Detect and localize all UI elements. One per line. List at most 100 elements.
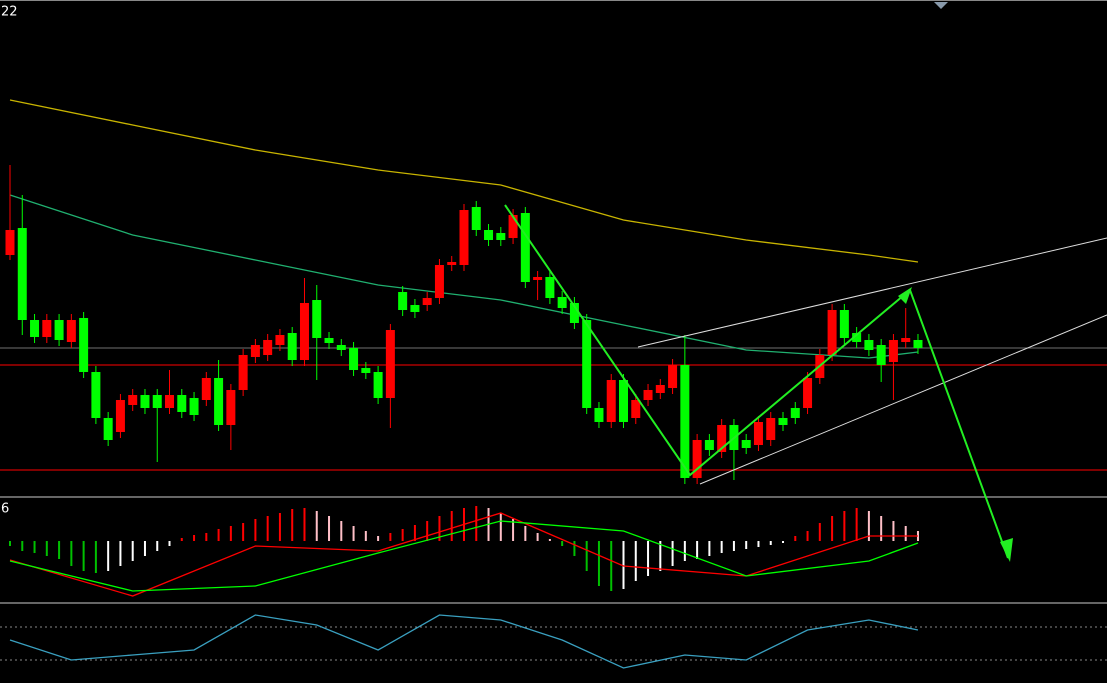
indicator-line	[9, 194, 919, 359]
candle-body	[778, 418, 788, 425]
candle-body	[177, 395, 187, 412]
histogram-bar	[610, 541, 613, 591]
histogram-bar	[450, 511, 453, 541]
candle-body	[42, 320, 52, 337]
histogram-bar	[229, 526, 232, 541]
candle-body	[655, 385, 665, 393]
histogram-bar	[536, 533, 539, 541]
histogram-bar	[708, 541, 711, 556]
candle-body	[410, 305, 420, 312]
candle-body	[189, 398, 199, 415]
histogram-bar	[732, 541, 735, 551]
histogram-bar	[328, 516, 331, 541]
candle-body	[901, 338, 911, 342]
histogram-bar	[634, 541, 637, 581]
histogram-bar	[254, 519, 257, 541]
candle-body	[238, 355, 248, 390]
histogram-bar	[340, 521, 343, 541]
histogram-bar	[107, 541, 110, 571]
indicator-line	[9, 99, 919, 263]
histogram-bar	[745, 541, 748, 549]
indicator-line	[9, 520, 919, 592]
histogram-bar	[58, 541, 61, 559]
candle-body	[54, 320, 64, 340]
candle-body	[324, 338, 334, 343]
histogram-bar	[193, 535, 196, 541]
candle-body	[766, 418, 776, 440]
candle-body	[287, 333, 297, 360]
histogram-bar	[242, 523, 245, 541]
histogram-bar	[389, 533, 392, 541]
histogram-bar	[168, 541, 171, 546]
plot	[0, 99, 1107, 669]
candle-body	[803, 378, 813, 408]
candle-body	[226, 390, 236, 425]
indicator-line	[9, 512, 918, 597]
histogram-bar	[769, 541, 772, 545]
candle-body	[299, 303, 309, 360]
histogram-bar	[413, 525, 416, 541]
histogram-bar	[119, 541, 122, 566]
histogram-bar	[561, 541, 564, 546]
histogram-bar	[156, 541, 159, 551]
histogram-bar	[647, 541, 650, 576]
candle-body	[717, 425, 727, 452]
shift-marker	[934, 2, 948, 9]
histogram-bar	[671, 541, 674, 566]
candle-body	[336, 345, 346, 350]
candle-body	[17, 228, 27, 320]
candle-body	[263, 340, 273, 355]
candle-body	[30, 320, 40, 337]
histogram-bar	[806, 531, 809, 541]
candle-body	[471, 207, 481, 230]
histogram-bar	[426, 521, 429, 541]
channel-line	[699, 314, 1107, 485]
histogram-bar	[94, 541, 97, 573]
histogram-bar	[205, 533, 208, 541]
candle-body	[91, 372, 101, 418]
histogram-bar	[512, 519, 515, 541]
candle-body	[533, 277, 543, 280]
candle-body	[569, 303, 579, 323]
histogram-bar	[867, 511, 870, 541]
histogram-bar	[548, 539, 551, 541]
candle-body	[545, 277, 555, 298]
histogram-bar	[438, 516, 441, 541]
candle-body	[140, 395, 150, 408]
candle-body	[888, 340, 898, 362]
candle-body	[692, 440, 702, 478]
histogram-bar	[659, 541, 662, 571]
histogram-bar	[131, 541, 134, 561]
candle-body	[66, 320, 76, 342]
candle-body	[398, 292, 408, 310]
candle-body	[115, 400, 125, 432]
histogram-bar	[291, 509, 294, 541]
histogram-bar	[904, 526, 907, 541]
histogram-bar	[499, 513, 502, 541]
histogram-bar	[217, 529, 220, 541]
histogram-bar	[622, 541, 625, 589]
candle-body	[484, 230, 494, 240]
histogram-bar	[266, 516, 269, 541]
candle-body	[459, 210, 469, 265]
candle-body	[312, 300, 322, 338]
histogram-bar	[855, 508, 858, 541]
histogram-bar	[880, 516, 883, 541]
candle-body	[422, 298, 432, 305]
histogram-bar	[21, 541, 24, 551]
candle-body	[373, 372, 383, 398]
arrow-head	[898, 287, 912, 304]
histogram-bar	[831, 516, 834, 541]
candle-body	[827, 310, 837, 355]
candle-body	[741, 440, 751, 448]
projection-path	[504, 204, 1009, 559]
candle-body	[631, 400, 641, 418]
candle-body	[361, 368, 371, 373]
histogram-bar	[364, 531, 367, 541]
candle-body	[508, 215, 518, 238]
panel-label: 6	[1, 502, 9, 517]
histogram-bar	[33, 541, 36, 553]
histogram-bar	[45, 541, 48, 556]
candle-body	[643, 390, 653, 400]
